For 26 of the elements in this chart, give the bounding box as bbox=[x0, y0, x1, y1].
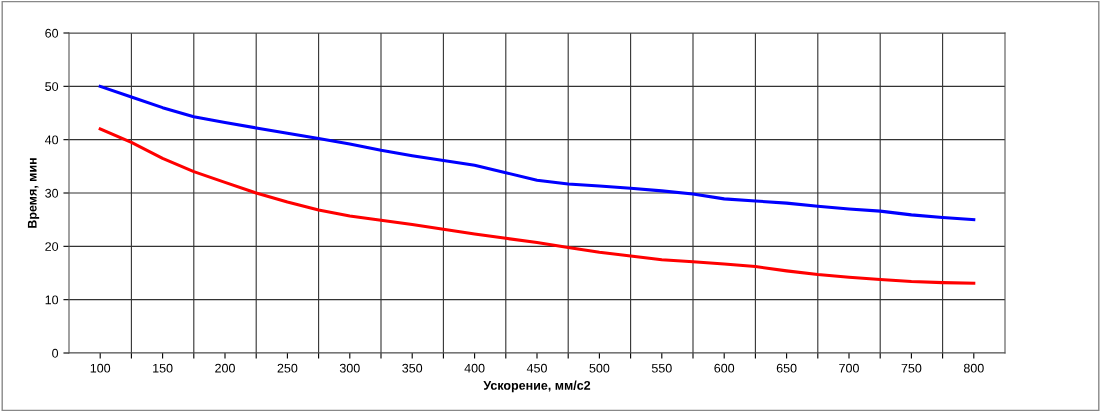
line-series bbox=[98, 127, 976, 285]
x-tick-label: 500 bbox=[589, 363, 610, 373]
y-tick-label: 10 bbox=[45, 295, 59, 305]
x-tick-label: 550 bbox=[651, 363, 672, 373]
y-tick-label: 20 bbox=[45, 242, 59, 251]
x-tick-label: 350 bbox=[402, 363, 423, 373]
y-tick-label: 40 bbox=[44, 135, 59, 145]
x-tick-label: 300 bbox=[339, 363, 360, 373]
x-tick-label: 250 bbox=[277, 363, 298, 373]
x-tick-label: 650 bbox=[776, 363, 797, 373]
x-tick-label: 100 bbox=[90, 363, 111, 373]
y-axis-title: Время, мин bbox=[27, 158, 40, 228]
line-series bbox=[98, 84, 976, 222]
x-tick-label: 750 bbox=[901, 363, 922, 373]
y-tick-label: 30 bbox=[45, 188, 59, 198]
y-tick-label: 60 bbox=[45, 28, 59, 38]
x-tick-label: 600 bbox=[714, 363, 735, 373]
x-tick-label: 150 bbox=[153, 363, 173, 373]
y-tick-label: 50 bbox=[45, 82, 59, 91]
x-axis-title: Ускорение, мм/с2 bbox=[483, 380, 591, 393]
x-tick-label: 800 bbox=[963, 363, 984, 373]
x-tick-label: 200 bbox=[215, 363, 235, 373]
x-tick-label: 700 bbox=[839, 363, 859, 373]
y-tick-label: 0 bbox=[52, 348, 59, 358]
x-tick-label: 450 bbox=[526, 363, 547, 373]
x-tick-label: 400 bbox=[464, 363, 485, 373]
